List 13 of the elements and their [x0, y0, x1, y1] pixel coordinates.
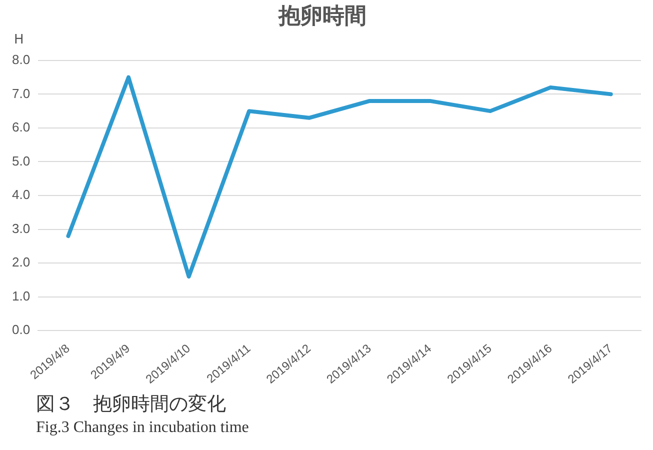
y-axis-title: H — [14, 32, 24, 48]
y-tick-label: 0.0 — [12, 322, 30, 338]
y-tick-label: 2.0 — [12, 254, 30, 270]
y-tick-label: 7.0 — [12, 86, 30, 101]
y-tick-label: 6.0 — [12, 120, 30, 135]
y-tick-label: 1.0 — [12, 288, 30, 304]
y-tick-label: 3.0 — [12, 220, 30, 236]
y-tick-label: 8.0 — [12, 52, 30, 67]
caption: Fig.3 Changes in incubation time — [36, 418, 249, 438]
caption: 図３ 抱卵時間の変化 — [36, 392, 227, 416]
y-tick-label: 5.0 — [12, 153, 30, 168]
chart-title: 抱卵時間 — [278, 4, 366, 29]
y-tick-label: 4.0 — [12, 187, 30, 202]
